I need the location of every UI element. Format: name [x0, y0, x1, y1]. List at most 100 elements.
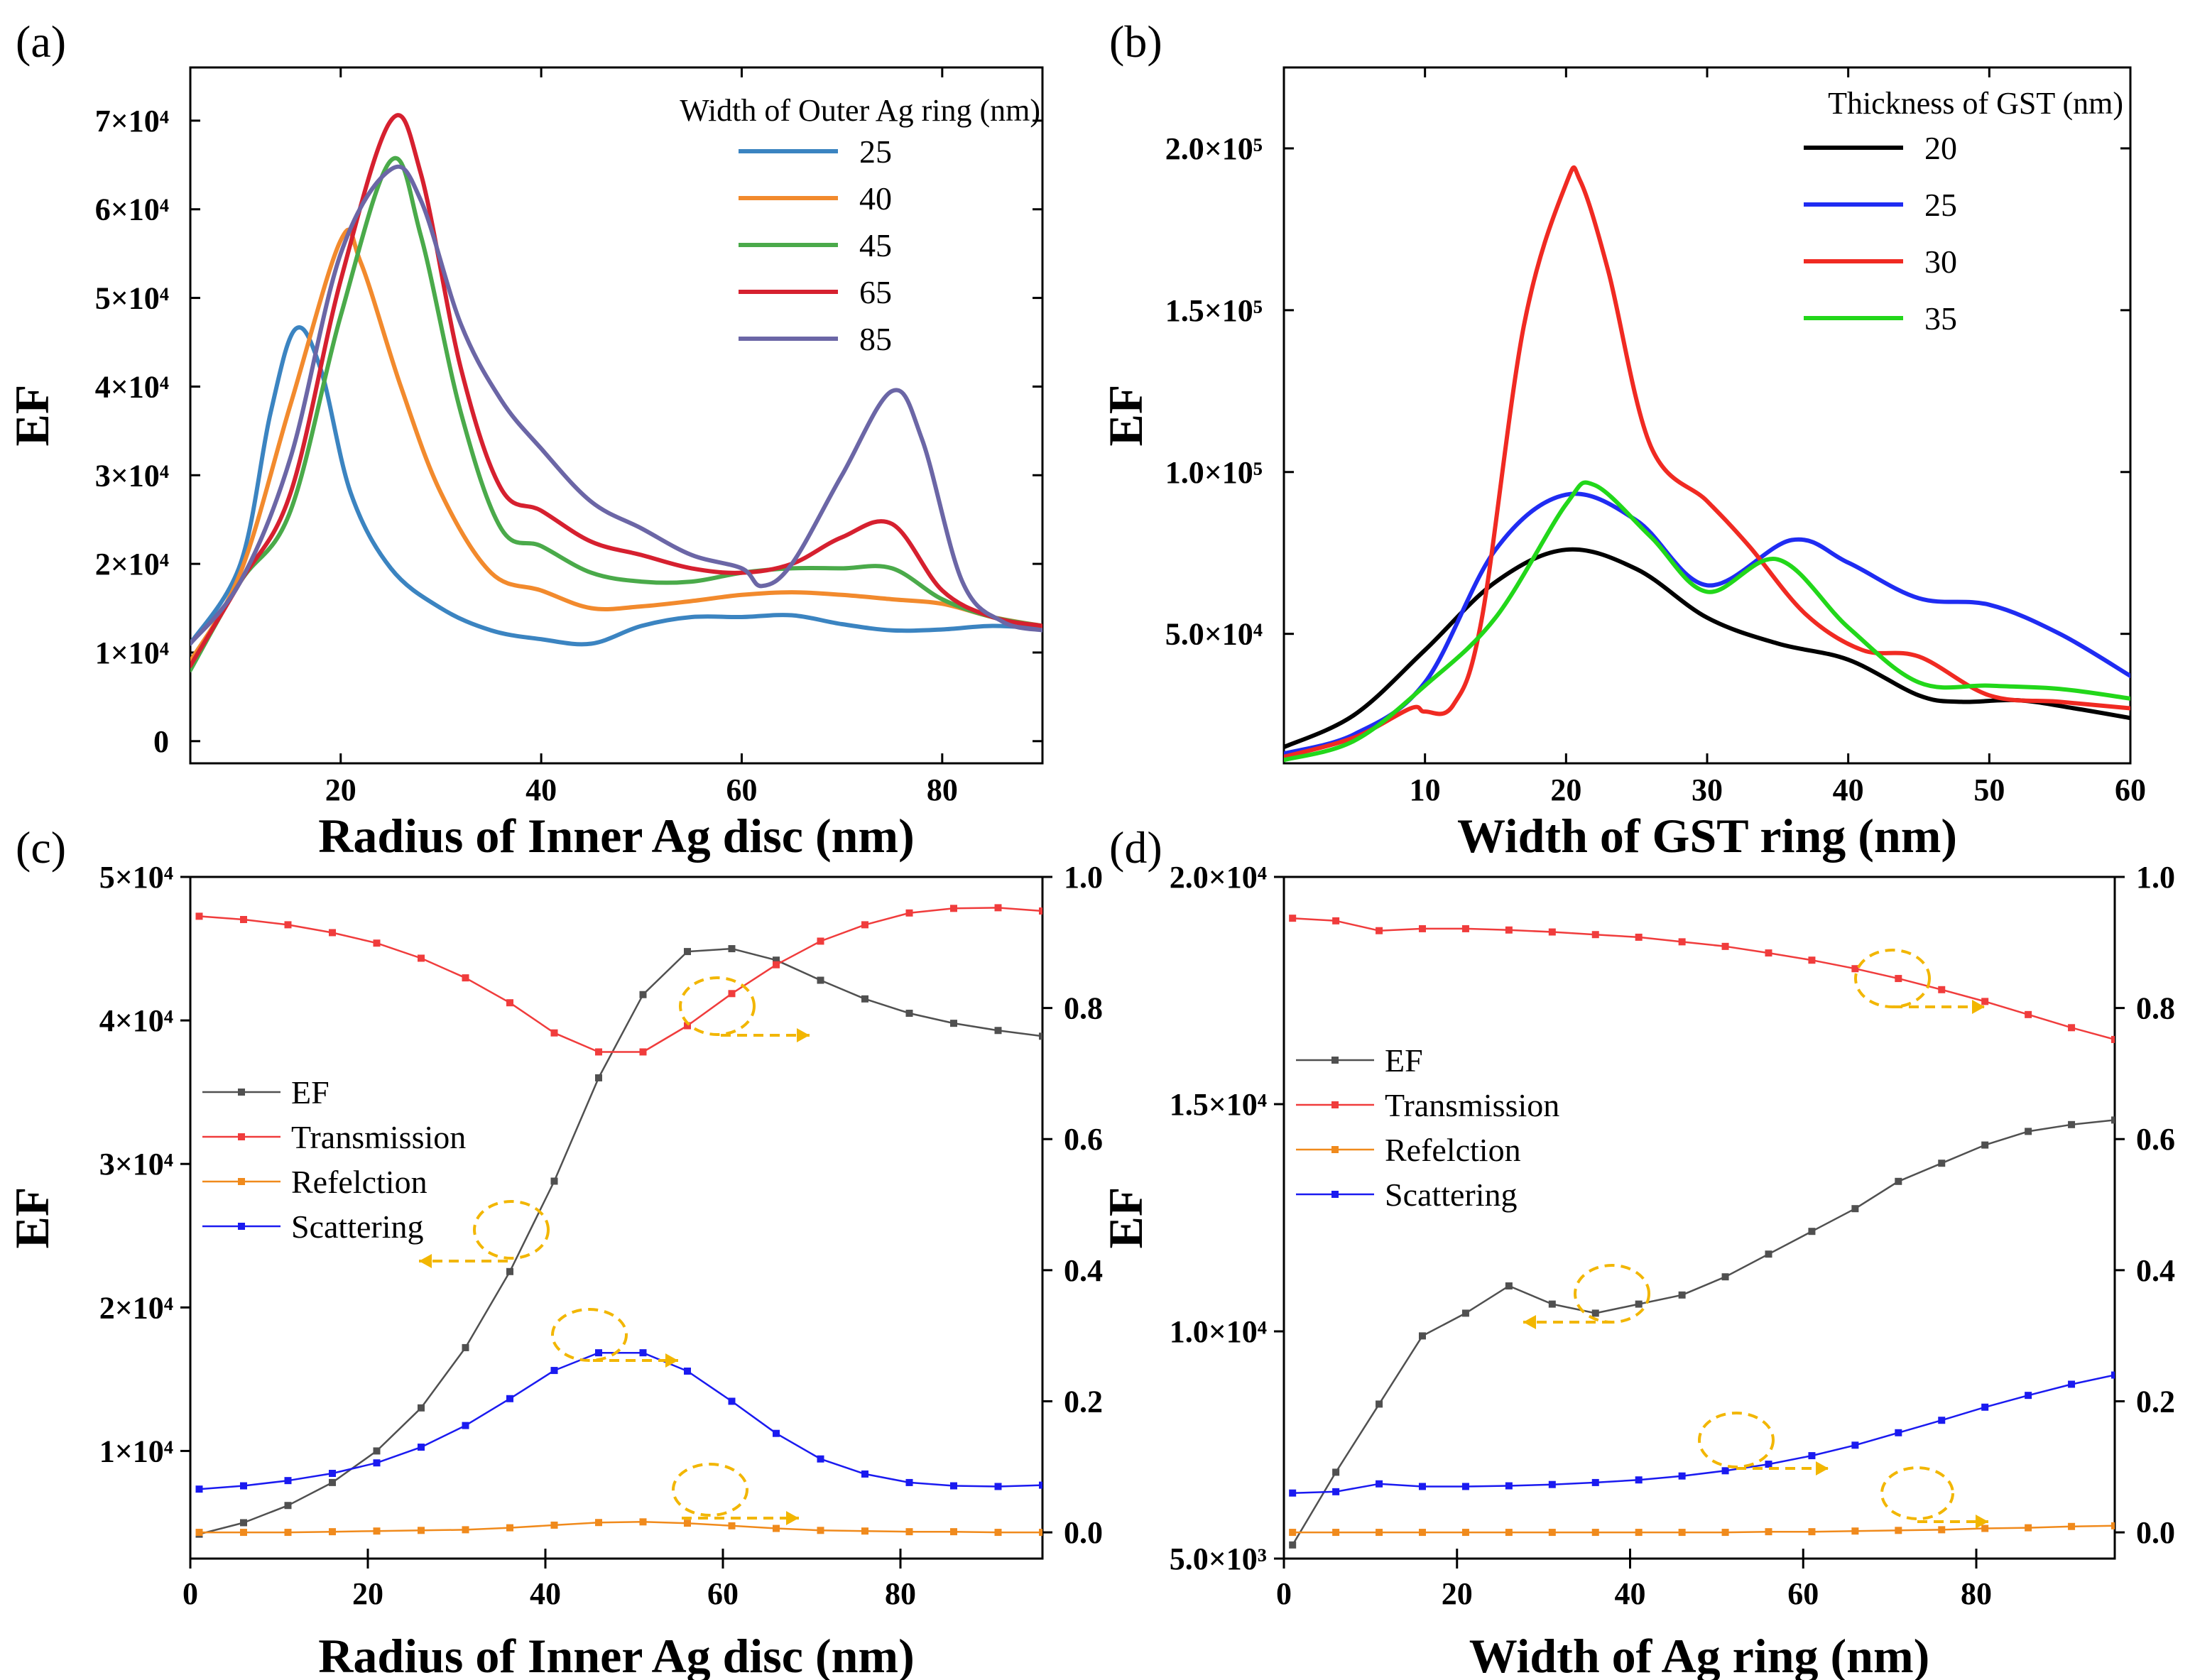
data-point [506, 1267, 513, 1275]
y-tick-label: 6×10⁴ [95, 192, 169, 227]
series-line-25 [190, 325, 1042, 647]
data-point [728, 1397, 736, 1405]
panel-label: (d) [1109, 822, 1162, 873]
y-tick-right-label: 1.0 [1064, 860, 1103, 895]
data-point [462, 1343, 469, 1351]
data-point [1548, 1480, 1556, 1488]
data-point [1591, 1529, 1599, 1537]
legend-label-Transmission: Transmission [291, 1119, 466, 1155]
data-point [506, 1524, 513, 1532]
data-point [1721, 1273, 1729, 1281]
data-point [1765, 1461, 1772, 1468]
data-point [1895, 1429, 1902, 1436]
x-tick-label: 50 [1973, 773, 2005, 807]
data-point [1419, 1332, 1426, 1340]
data-point [861, 995, 868, 1003]
y-axis-label: EF [1099, 385, 1153, 447]
legend-label-Refelction: Refelction [291, 1164, 427, 1200]
data-point [1981, 1524, 1989, 1532]
data-point [550, 1177, 558, 1185]
data-point [240, 1482, 247, 1490]
panel-b: (b) 10 20 30 40 50 60 5.0×10⁴ 1.0×10⁵ 1.5×10⁵ 2.0×… [1099, 16, 2146, 863]
data-point [1039, 1529, 1042, 1537]
data-point [1289, 915, 1297, 922]
data-point [506, 1395, 513, 1402]
data-point [1289, 1529, 1297, 1537]
data-point [1332, 1529, 1340, 1537]
data-point [1505, 1482, 1513, 1490]
data-point [550, 1521, 558, 1529]
data-point [861, 1527, 868, 1535]
data-point [462, 1526, 469, 1534]
panel-label: (a) [16, 16, 66, 67]
data-point [905, 1528, 913, 1536]
data-point [994, 1027, 1002, 1035]
data-point [861, 921, 868, 929]
series-line-65 [190, 113, 1042, 668]
legend-label-45: 45 [859, 227, 892, 263]
data-point [2068, 1024, 2076, 1032]
data-point [2111, 1035, 2115, 1043]
data-point [373, 939, 381, 947]
annotation-ellipse [1574, 1264, 1650, 1324]
legend-title: Thickness of GST (nm) [1828, 86, 2123, 121]
arrowhead [1816, 1461, 1829, 1476]
legend-marker-Scattering [238, 1223, 245, 1230]
data-point [373, 1459, 381, 1467]
legend-label-30: 30 [1924, 244, 1957, 280]
arrowhead [1523, 1315, 1536, 1329]
x-tick-label: 20 [1550, 773, 1581, 807]
data-point [373, 1447, 381, 1455]
arrowhead [419, 1254, 432, 1268]
data-point [1376, 1400, 1383, 1408]
data-point [639, 1518, 647, 1526]
data-point [639, 1349, 647, 1357]
data-point [905, 1478, 913, 1486]
panel-c: (c) 0 20 40 60 80 1×10⁴ 2×10⁴ 3×10⁴ 4×10⁴ 5×10⁴ 0.0… [5, 822, 1103, 1680]
legend-marker-Refelction [1331, 1146, 1339, 1153]
y-axis-label: EF [1099, 1187, 1153, 1249]
y-tick-label: 2×10⁴ [95, 547, 169, 582]
data-point [1851, 1527, 1859, 1535]
series-line-EF [1292, 1119, 2115, 1546]
data-point [2068, 1522, 2076, 1530]
y-tick-label: 4×10⁴ [99, 1003, 173, 1038]
data-point [1332, 917, 1340, 924]
data-point [1461, 1483, 1469, 1490]
x-tick-label: 20 [352, 1576, 383, 1611]
x-axis-label: Radius of Inner Ag disc (nm) [318, 809, 914, 863]
arrowhead [797, 1028, 810, 1042]
x-axis-label: Width of Ag ring (nm) [1469, 1629, 1930, 1680]
data-point [1721, 1529, 1729, 1537]
y-tick-right-label: 0.6 [1064, 1122, 1103, 1157]
data-point [240, 1519, 247, 1527]
legend-label-25: 25 [859, 133, 892, 170]
data-point [418, 954, 425, 962]
data-point [462, 974, 469, 982]
annotation-ellipse [473, 1200, 550, 1260]
x-axis-label: Width of GST ring (nm) [1457, 809, 1957, 863]
data-point [1419, 1483, 1426, 1490]
data-point [905, 1010, 913, 1017]
legend-label-35: 35 [1924, 300, 1957, 337]
x-tick-label: 20 [325, 773, 356, 807]
data-point [550, 1029, 558, 1037]
data-point [1548, 928, 1556, 936]
data-point [1505, 926, 1513, 934]
panel-d: (d) 0 20 40 60 80 5.0×10³ 1.0×10⁴ 1.5×10⁴ 2.0×10⁴… [1099, 822, 2175, 1680]
x-tick-label: 60 [2115, 773, 2146, 807]
data-point [373, 1527, 381, 1535]
data-point [1678, 1291, 1686, 1299]
panel-label: (b) [1109, 16, 1162, 67]
plot-frame [1282, 876, 2116, 1560]
data-point [329, 1470, 336, 1477]
arrowhead [786, 1511, 799, 1525]
data-point [2111, 1371, 2115, 1379]
series-line-Refelction [199, 1521, 1042, 1534]
x-tick-label: 60 [726, 773, 757, 807]
series-EF [1289, 1116, 2115, 1549]
x-tick-label: 40 [1833, 773, 1864, 807]
arrowhead [1972, 1000, 1985, 1014]
data-point [284, 1502, 292, 1510]
data-point [728, 945, 736, 953]
